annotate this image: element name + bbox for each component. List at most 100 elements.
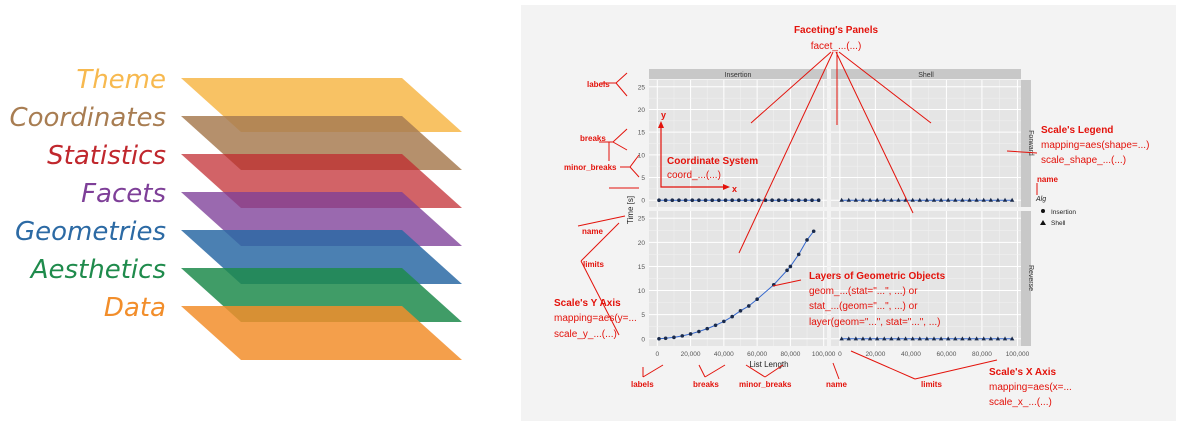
coord-x-arrowhead [723,184,730,190]
legend-insertion-label: Insertion [1051,209,1076,216]
data-point-insertion-forward [730,198,734,202]
data-point-insertion-forward [723,198,728,202]
data-point-shell-forward [995,197,1001,202]
x-tick-label: 20,000 [865,351,885,358]
data-point-insertion-forward [810,198,814,202]
legend-shell-marker [1040,220,1046,225]
x-axis-scale-code2: scale_x_...(...) [989,397,1052,408]
annotated-plot-svg: Insertion Shell Forward Reverse 0 5 10 15 20… [554,25,1149,408]
statistics-label: Statistics [47,141,166,171]
data-point-insertion-forward [750,198,754,202]
legend-scale-code2: scale_shape_...(...) [1041,155,1126,166]
x-tick-label: 60,000 [747,351,767,358]
data-point-insertion-reverse [705,326,710,331]
data-point-insertion-forward [703,198,708,202]
coord-y-arrowhead [658,121,664,128]
data-point-insertion-reverse [785,268,789,273]
data-point-insertion-forward [756,198,761,202]
y-axis-title: Time [s] [626,196,635,224]
y-tick-label: 5 [641,175,645,182]
tick-labels: 0 5 10 15 20 25 0 5 10 15 20 25 0 20,000 40,000 60,000 8… [638,84,1030,358]
y-tick-label: 0 [641,198,645,205]
data-point-shell-forward [896,197,901,202]
data-point-insertion-forward [697,198,701,202]
strip-reverse-label: Reverse [1027,265,1034,291]
data-point-shell-reverse [853,336,859,341]
data-point-insertion-forward [670,198,675,202]
strip-insertion-label: Insertion [725,72,752,79]
data-point-insertion-forward [790,198,794,202]
y-axis-scale-code2: scale_y_...(...) [554,329,617,340]
data-point-shell-forward [1002,197,1008,202]
x-axis-title: List Length [749,360,788,369]
data-point-shell-reverse [953,336,958,341]
y-tick-label: 10 [638,288,646,295]
data-point-shell-reverse [931,336,937,341]
data-point-shell-reverse [839,336,844,341]
data-point-shell-forward [945,197,951,202]
coord-axis-x: x [732,184,737,194]
y-limits-annotation: limits [583,260,604,269]
data-point-insertion-reverse [788,264,793,269]
data-point-insertion-reverse [738,309,743,313]
data-point-shell-forward [839,197,844,202]
data-point-shell-forward [967,197,972,202]
data-marks [657,197,1015,341]
x-tick-label: 80,000 [972,351,992,358]
data-point-insertion-forward [737,198,741,202]
data-point-shell-forward [988,197,994,202]
y-tick-label: 25 [638,216,646,223]
data-point-shell-forward [960,197,965,202]
geometries-label: Geometries [14,217,166,247]
data-point-insertion-reverse [730,314,734,319]
data-point-shell-reverse [945,336,951,341]
data-point-insertion-reverse [747,304,751,308]
x-tick-label: 100,000 [812,351,836,358]
y-tick-label: 15 [638,264,646,271]
data-point-shell-reverse [1002,336,1008,341]
data-point-insertion-forward [743,198,748,202]
data-point-insertion-reverse [657,336,661,341]
x-tick-label: 40,000 [714,351,734,358]
data-point-insertion-reverse [811,229,816,234]
data-point-shell-reverse [974,336,979,341]
data-point-insertion-forward [663,198,668,202]
data-point-shell-forward [931,197,937,202]
x-axis-scale-title: Scale's X Axis [989,367,1056,378]
data-point-shell-forward [974,197,979,202]
grammar-layer-stack: Theme Coordinates Statistics Facets Geom… [0,0,520,429]
legend-shell-label: Shell [1051,220,1066,227]
data-point-shell-forward [1009,197,1015,202]
y-tick-label: 5 [641,312,645,319]
data-point-shell-reverse [924,336,930,341]
data-point-insertion-reverse [680,334,685,338]
data-point-shell-forward [924,197,930,202]
data-point-shell-reverse [889,336,894,341]
y-tick-label: 15 [638,130,646,137]
data-point-insertion-reverse [672,335,676,340]
y-tick-label: 10 [638,152,646,159]
coord-system-code: coord_...(...) [667,170,721,181]
strip-forward [1021,80,1031,207]
data-point-shell-reverse [896,336,901,341]
data-point-shell-forward [860,197,866,202]
x-name-annotation: name [826,380,847,389]
data-point-shell-reverse [874,336,880,341]
x-tick-label: 0 [656,351,660,358]
data-point-shell-forward [889,197,894,202]
data-point-shell-forward [938,197,944,202]
x-tick-label: 20,000 [681,351,701,358]
x-axis-scale-code1: mapping=aes(x=... [989,382,1072,393]
y-axis-scale-title: Scale's Y Axis [554,298,621,309]
data-point-shell-reverse [860,336,866,341]
data-point-insertion-reverse [805,238,809,242]
data-point-insertion-forward [677,198,681,202]
x-tick-label: 60,000 [936,351,956,358]
y-tick-label: 20 [638,107,646,114]
data-point-shell-reverse [995,336,1001,341]
data-point-shell-reverse [917,336,922,341]
y-axis-scale-code1: mapping=aes(y=... [554,313,637,324]
data-point-insertion-forward [776,198,781,202]
data-point-insertion-forward [657,198,661,202]
geom-code2: stat_...(geom="...", ...) or [809,301,918,312]
